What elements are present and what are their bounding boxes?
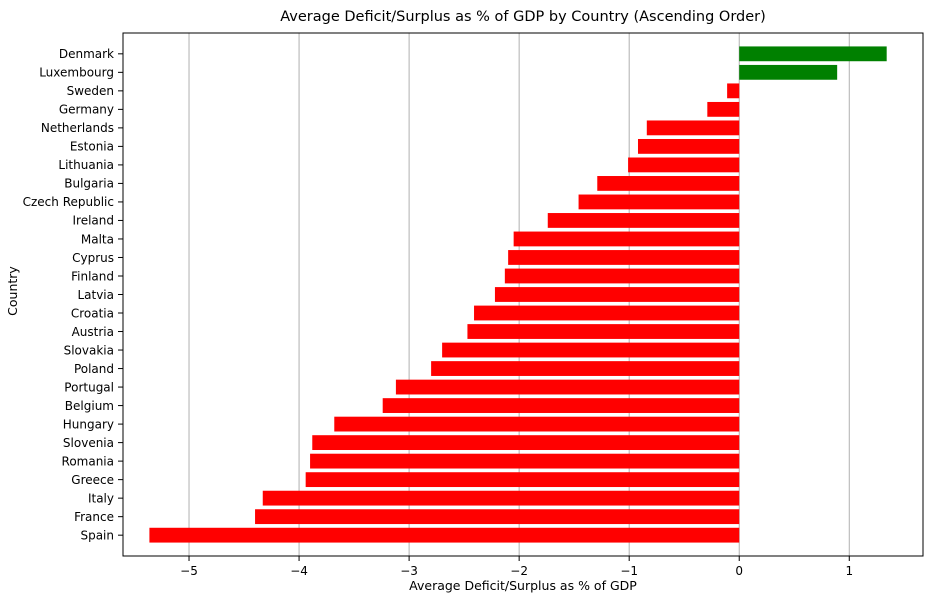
bar-latvia <box>494 287 740 302</box>
y-tick-label: France <box>74 510 114 524</box>
x-tick-label: 1 <box>845 564 853 578</box>
x-tick-label: −2 <box>510 564 528 578</box>
x-tick-label: −4 <box>290 564 308 578</box>
bar-denmark <box>739 46 887 62</box>
bar-cyprus <box>508 250 740 265</box>
bar-bulgaria <box>597 176 740 191</box>
y-tick-label: Latvia <box>77 288 114 302</box>
bar-sweden <box>727 83 740 99</box>
x-tick-label: −5 <box>180 564 198 578</box>
y-tick-label: Belgium <box>65 399 114 413</box>
y-tick-label: Romania <box>62 454 114 468</box>
bar-belgium <box>382 398 740 413</box>
x-tick-label: −3 <box>400 564 418 578</box>
y-tick-label: Austria <box>72 325 114 339</box>
y-tick-label: Poland <box>74 362 114 376</box>
y-axis-label: Country <box>5 266 20 316</box>
bars <box>149 46 887 543</box>
bar-greece <box>305 472 740 488</box>
y-tick-label: Bulgaria <box>64 177 114 191</box>
y-tick-label: Czech Republic <box>23 195 114 209</box>
y-tick-label: Estonia <box>70 140 114 154</box>
x-tick-label: 0 <box>735 564 743 578</box>
y-tick-label: Croatia <box>71 306 114 320</box>
x-tick-label: −1 <box>620 564 638 578</box>
bar-france <box>255 509 740 525</box>
bar-austria <box>467 324 740 339</box>
y-tick-label: Sweden <box>67 84 114 98</box>
bar-romania <box>310 453 740 469</box>
y-tick-label: Hungary <box>63 417 114 431</box>
x-axis-label: Average Deficit/Surplus as % of GDP <box>409 578 637 593</box>
y-tick-label: Italy <box>88 491 114 505</box>
bar-italy <box>262 490 740 506</box>
bar-croatia <box>474 305 740 321</box>
bar-lithuania <box>628 157 740 173</box>
y-tick-label: Slovakia <box>64 343 114 357</box>
bar-estonia <box>637 138 740 154</box>
y-tick-label: Cyprus <box>72 251 114 265</box>
bar-czech-republic <box>578 194 740 210</box>
bar-ireland <box>547 213 740 228</box>
bar-netherlands <box>646 120 740 136</box>
y-tick-label: Ireland <box>72 214 114 228</box>
bar-hungary <box>334 416 740 432</box>
x-ticks: −5 −4 −3 −2 −1 0 1 <box>180 556 853 578</box>
bar-germany <box>707 101 740 117</box>
y-tick-label: Slovenia <box>63 436 114 450</box>
y-tick-label: Denmark <box>59 47 114 61</box>
y-tick-label: Luxembourg <box>39 66 114 80</box>
bar-finland <box>504 268 740 284</box>
y-tick-label: Finland <box>71 269 114 283</box>
bar-malta <box>513 231 740 247</box>
y-tick-label: Lithuania <box>58 158 114 172</box>
y-tick-label: Portugal <box>64 380 114 394</box>
bar-slovakia <box>442 342 740 358</box>
bar-luxembourg <box>739 64 838 80</box>
bar-poland <box>431 361 740 376</box>
y-tick-label: Spain <box>80 528 114 542</box>
bar-portugal <box>395 379 740 395</box>
chart-title: Average Deficit/Surplus as % of GDP by C… <box>280 9 766 25</box>
y-tick-label: Greece <box>71 473 114 487</box>
y-tick-label: Germany <box>59 103 114 117</box>
y-tick-label: Netherlands <box>41 121 114 135</box>
y-ticks: Spain France Italy Greece Romania Slovenia Hun… <box>23 47 123 542</box>
bar-slovenia <box>312 435 740 451</box>
y-tick-label: Malta <box>81 232 114 246</box>
bar-spain <box>149 527 740 543</box>
